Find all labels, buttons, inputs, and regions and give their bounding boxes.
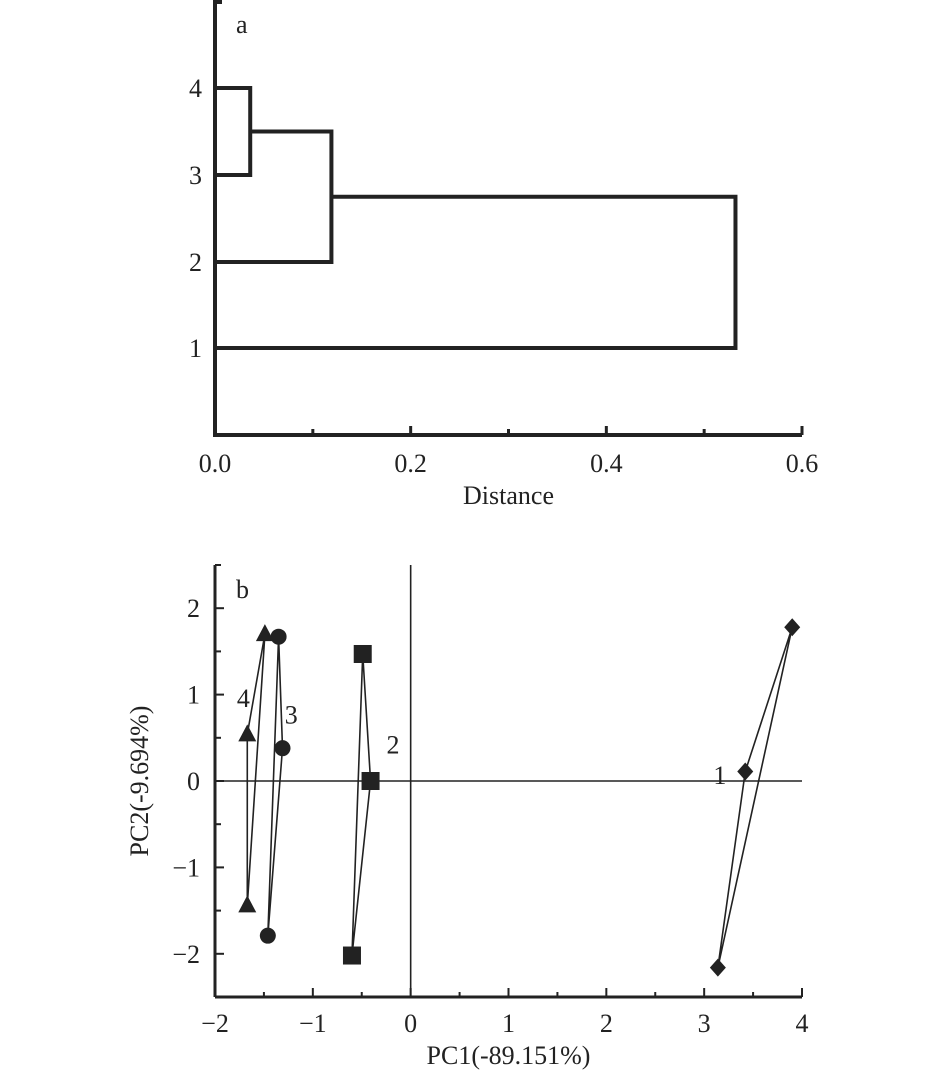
dendrogram-panel: 0.0 0.2 0.4 0.6 Distance a 1 2 3 4 xyxy=(189,0,818,510)
y-tick-label: 1 xyxy=(187,681,200,710)
panel-label: b xyxy=(236,575,249,604)
group-label: 3 xyxy=(285,700,298,729)
x-tick-label: 0 xyxy=(404,1009,417,1038)
group-1-outline xyxy=(717,626,793,968)
y-tick-label: −1 xyxy=(172,853,200,882)
leaf-label: 2 xyxy=(189,248,202,277)
leaf-label: 1 xyxy=(189,334,202,363)
diamond-marker xyxy=(737,762,754,781)
square-marker xyxy=(342,946,361,965)
diamond-marker xyxy=(784,618,801,637)
leaf-label: 3 xyxy=(189,161,202,190)
y-tick-label: 2 xyxy=(187,594,200,623)
group-2-outline xyxy=(351,653,372,956)
x-tick-label: 4 xyxy=(796,1009,809,1038)
square-marker xyxy=(353,644,372,663)
x-tick-label: 0.6 xyxy=(786,449,819,478)
circle-marker xyxy=(270,628,287,645)
diamond-marker xyxy=(709,958,726,977)
dendrogram-link xyxy=(215,129,334,264)
x-tick-label: 1 xyxy=(502,1009,515,1038)
y-tick-label: 0 xyxy=(187,767,200,796)
group-label: 4 xyxy=(237,684,250,713)
pca-scatter-panel: −2 −1 0 1 2 3 4 −2 −1 0 1 2 PC1(-89.151%) PC2(-9.694%… xyxy=(125,564,809,1070)
x-tick-label: 2 xyxy=(600,1009,613,1038)
panel-label: a xyxy=(236,10,248,39)
triangle-marker xyxy=(255,624,274,642)
leaf-label: 4 xyxy=(189,74,202,103)
x-tick-label: 0.0 xyxy=(199,449,232,478)
group-4-outline xyxy=(246,633,266,906)
x-axis-title: PC1(-89.151%) xyxy=(427,1041,591,1070)
triangle-marker xyxy=(238,724,257,742)
circle-marker xyxy=(274,740,291,757)
dendrogram-link xyxy=(215,86,253,177)
circle-marker xyxy=(259,927,276,944)
x-axis-title: Distance xyxy=(463,481,554,510)
group-label: 2 xyxy=(387,731,400,760)
x-tick-label: −1 xyxy=(299,1009,327,1038)
triangle-marker xyxy=(238,895,257,913)
dendrogram-link xyxy=(215,194,738,350)
y-axis-title: PC2(-9.694%) xyxy=(125,706,154,857)
y-tick-label: −2 xyxy=(172,940,200,969)
group-3-outline xyxy=(267,636,284,936)
x-tick-label: 0.2 xyxy=(394,449,427,478)
x-tick-label: 3 xyxy=(698,1009,711,1038)
group-label: 1 xyxy=(713,761,726,790)
x-tick-label: 0.4 xyxy=(590,449,623,478)
square-marker xyxy=(361,772,380,790)
x-tick-label: −2 xyxy=(201,1009,229,1038)
